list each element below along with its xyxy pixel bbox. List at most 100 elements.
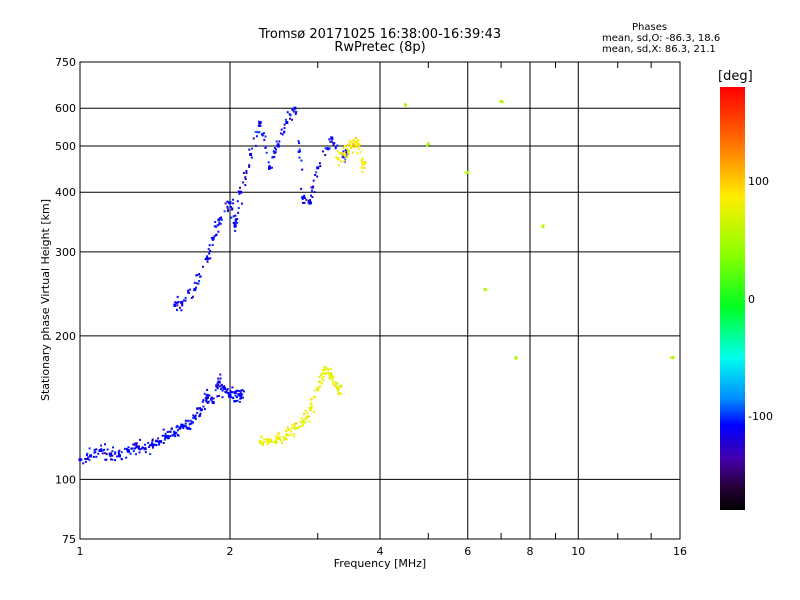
scatter-point bbox=[203, 392, 206, 395]
x-ticks: 1 2 4 6 8 10 16 bbox=[77, 62, 687, 558]
scatter-point bbox=[259, 125, 262, 127]
scatter-point bbox=[232, 221, 235, 224]
scatter-point bbox=[320, 372, 323, 375]
trace-point bbox=[239, 190, 243, 194]
scatter-point bbox=[85, 458, 88, 460]
scatter-point bbox=[324, 154, 327, 156]
scatter-point bbox=[332, 144, 335, 146]
scatter-point bbox=[281, 442, 284, 444]
scatter-point bbox=[134, 447, 136, 450]
trace-point bbox=[330, 136, 334, 140]
scatter-point bbox=[323, 365, 326, 368]
scatter-point bbox=[310, 406, 313, 409]
scatter-point bbox=[238, 390, 241, 393]
scatter-point bbox=[255, 135, 258, 138]
scatter-point bbox=[330, 140, 333, 143]
scatter-point bbox=[209, 249, 212, 252]
scatter-point bbox=[361, 157, 364, 160]
scatter-point bbox=[86, 452, 89, 455]
scatter-point bbox=[298, 142, 301, 145]
scatter-point bbox=[298, 156, 301, 159]
scatter-point bbox=[176, 424, 179, 427]
scatter-point bbox=[239, 397, 242, 400]
scatter-point bbox=[306, 412, 309, 414]
scatter-point bbox=[356, 142, 359, 145]
scatter-point bbox=[347, 153, 350, 156]
scatter-point bbox=[158, 443, 161, 446]
scatter-point bbox=[101, 452, 104, 455]
scatter-point bbox=[223, 385, 226, 388]
scatter-point bbox=[241, 202, 243, 205]
scatter-point bbox=[237, 190, 240, 193]
x-axis-label: Frequency [MHz] bbox=[334, 557, 426, 570]
scatter-point bbox=[114, 452, 116, 455]
scatter-point bbox=[216, 387, 219, 390]
scatter-point bbox=[220, 384, 223, 386]
phase-colorbar bbox=[720, 87, 745, 510]
trace-point bbox=[301, 420, 305, 424]
scatter-point bbox=[94, 451, 97, 453]
scatter-point bbox=[337, 393, 340, 396]
scatter-point bbox=[254, 144, 257, 147]
scatter-point bbox=[245, 172, 248, 174]
scatter-point bbox=[290, 430, 293, 433]
scatter-point bbox=[226, 205, 229, 208]
trace-point bbox=[268, 166, 271, 170]
scatter-point bbox=[258, 123, 261, 126]
scatter-point bbox=[224, 391, 227, 393]
scatter-point bbox=[273, 147, 276, 149]
scatter-point bbox=[265, 145, 267, 148]
y-axis-label: Stationary phase Virtual Height [km] bbox=[39, 199, 52, 401]
scatter-point bbox=[303, 413, 306, 416]
scatter-point bbox=[234, 394, 237, 397]
scatter-point bbox=[250, 156, 253, 159]
scatter-point bbox=[198, 414, 201, 417]
scatter-point bbox=[170, 427, 173, 430]
scatter-point bbox=[191, 420, 193, 423]
scatter-point bbox=[205, 397, 208, 400]
scatter-point bbox=[263, 438, 266, 441]
scatter-point bbox=[267, 161, 270, 164]
scatter-point bbox=[304, 416, 307, 419]
scatter-point bbox=[219, 377, 222, 380]
scatter-point bbox=[134, 442, 137, 445]
scatter-point bbox=[229, 391, 232, 394]
scatter-point bbox=[202, 265, 204, 268]
scatter-point bbox=[328, 147, 331, 150]
scatter-point bbox=[305, 198, 308, 201]
trace-point bbox=[466, 171, 470, 174]
scatter-point bbox=[226, 206, 229, 209]
scatter-point bbox=[103, 448, 106, 451]
scatter-point bbox=[178, 306, 181, 309]
phase-header: Phases bbox=[632, 22, 668, 33]
scatter-point bbox=[226, 388, 229, 391]
scatter-point bbox=[310, 405, 313, 408]
scatter-point bbox=[244, 176, 247, 179]
scatter-point bbox=[361, 170, 364, 173]
scatter-point bbox=[233, 399, 236, 402]
scatter-point bbox=[212, 397, 215, 400]
scatter-point bbox=[291, 109, 294, 112]
trace-point bbox=[239, 393, 243, 397]
trace-point bbox=[293, 426, 297, 430]
scatter-point bbox=[338, 152, 341, 155]
scatter-point bbox=[303, 194, 306, 197]
scatter-point bbox=[264, 135, 267, 138]
y-tick-label: 75 bbox=[62, 533, 76, 546]
scatter-point bbox=[181, 426, 184, 428]
scatter-point bbox=[230, 396, 233, 399]
scatter-point bbox=[252, 137, 255, 140]
scatter-point bbox=[341, 156, 344, 159]
scatter-point bbox=[181, 303, 184, 306]
scatter-point bbox=[215, 384, 218, 387]
scatter-point bbox=[346, 156, 348, 158]
scatter-point bbox=[174, 301, 177, 304]
scatter-point bbox=[221, 389, 224, 392]
scatter-point bbox=[151, 439, 154, 442]
scatter-point bbox=[283, 123, 286, 126]
scatter-point bbox=[248, 165, 251, 168]
scatter-point bbox=[283, 127, 286, 129]
scatter-point bbox=[104, 452, 107, 455]
scatter-point bbox=[267, 441, 270, 444]
